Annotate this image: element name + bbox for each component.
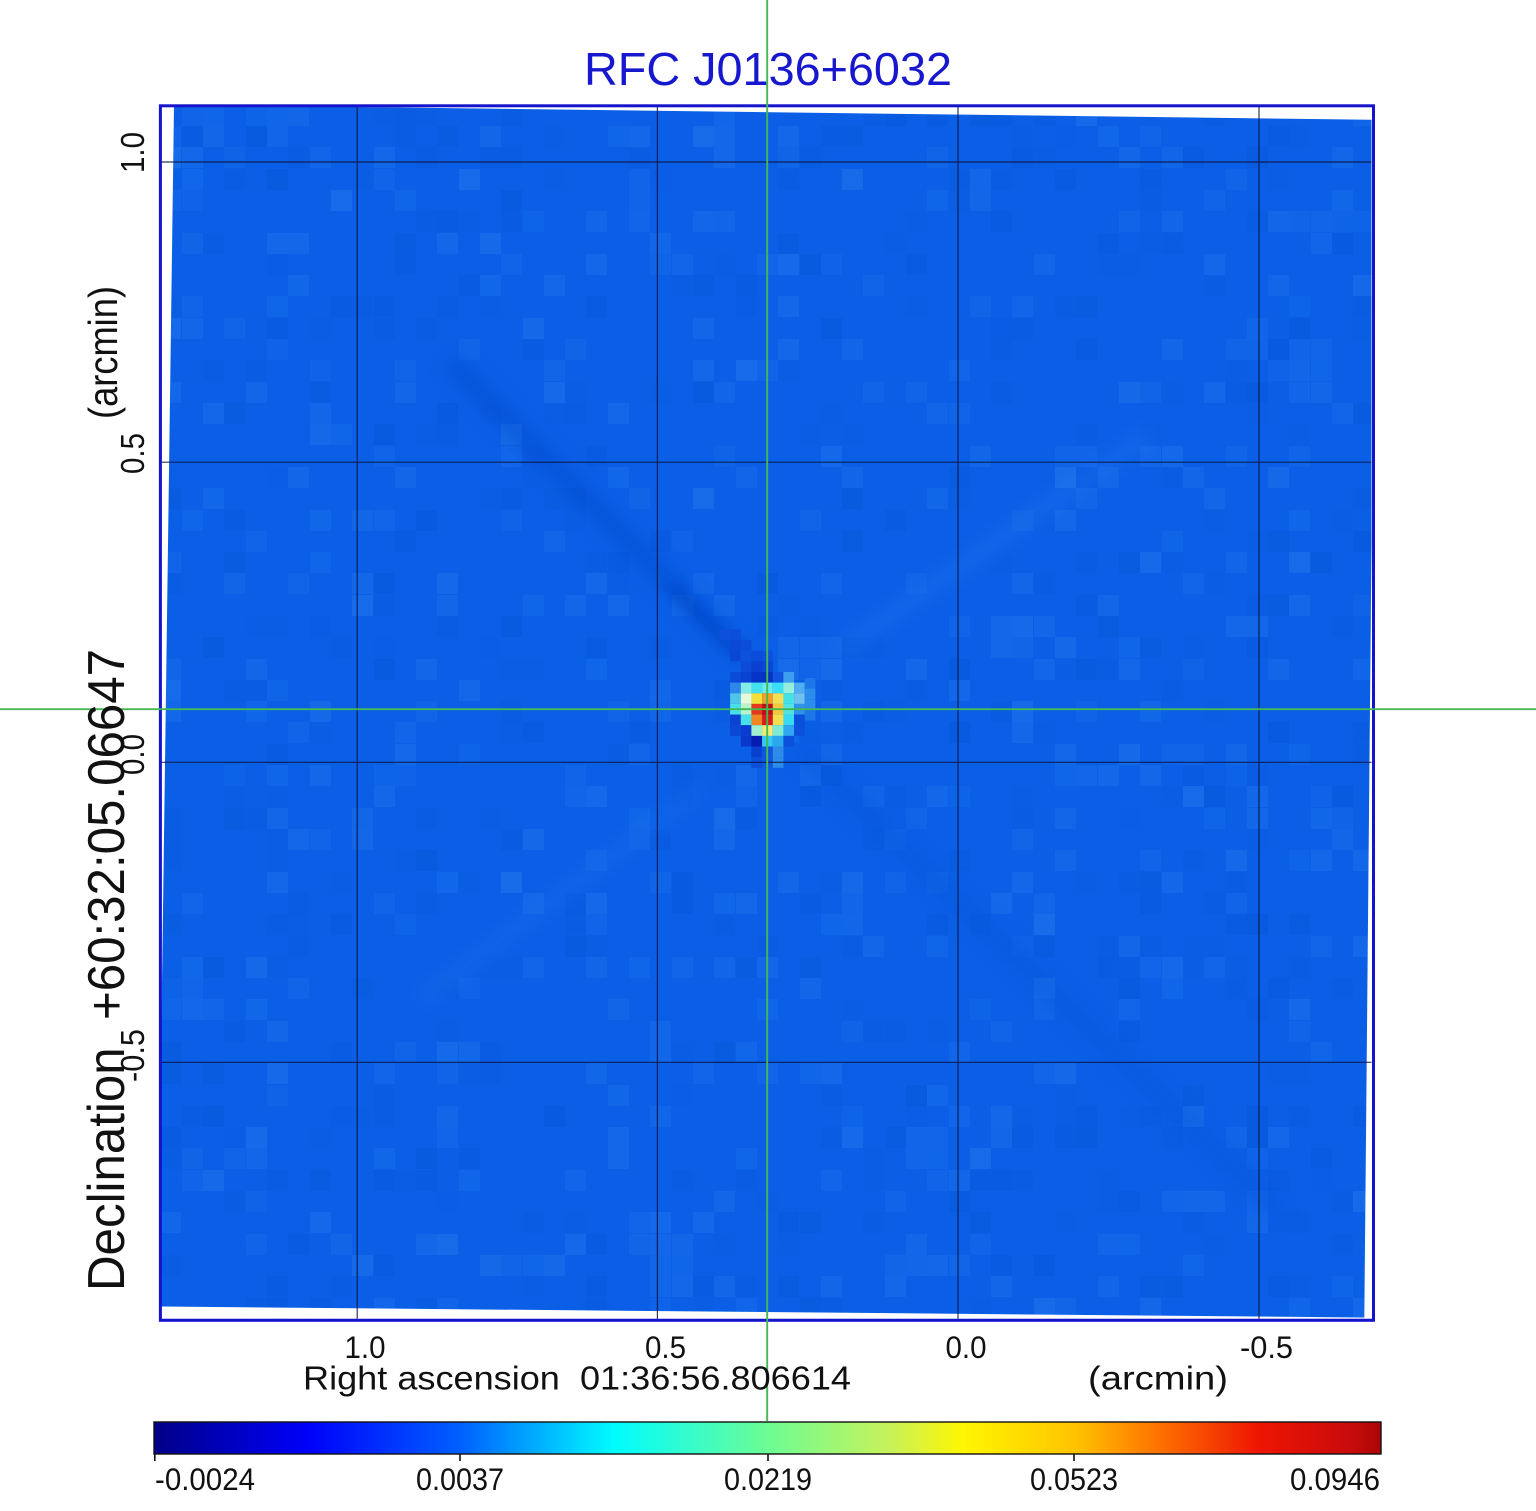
svg-text:0.5: 0.5: [645, 1329, 686, 1365]
svg-text:0.0037: 0.0037: [416, 1461, 504, 1497]
svg-text:-0.5: -0.5: [114, 1029, 151, 1082]
svg-text:(arcmin): (arcmin): [80, 286, 126, 419]
svg-text:Right ascension 01:36:56.8066: Right ascension 01:36:56.806614: [303, 1361, 851, 1398]
svg-text:-0.0024: -0.0024: [155, 1461, 255, 1497]
svg-text:0.0: 0.0: [114, 734, 151, 775]
svg-text:1.0: 1.0: [114, 132, 151, 173]
svg-text:0.0523: 0.0523: [1030, 1461, 1118, 1497]
svg-text:-0.5: -0.5: [1240, 1329, 1293, 1365]
svg-text:RFC J0136+6032: RFC J0136+6032: [584, 43, 952, 95]
svg-text:0.0946: 0.0946: [1290, 1461, 1380, 1497]
svg-text:0.5: 0.5: [114, 433, 151, 474]
svg-text:Declination +60:32:05.06647: Declination +60:32:05.06647: [78, 649, 136, 1291]
svg-text:(arcmin): (arcmin): [1088, 1361, 1228, 1398]
svg-text:1.0: 1.0: [345, 1329, 386, 1365]
svg-text:0.0219: 0.0219: [724, 1461, 812, 1497]
svg-text:0.0: 0.0: [946, 1329, 987, 1365]
